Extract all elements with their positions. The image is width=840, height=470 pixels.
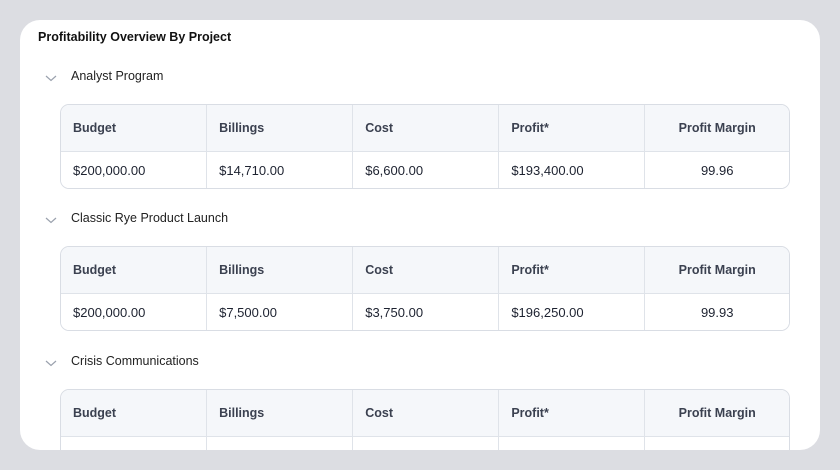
column-header-billings: Billings xyxy=(207,390,354,436)
column-header-profit: Profit* xyxy=(499,247,646,293)
project-header[interactable]: Crisis Communications xyxy=(44,351,199,371)
column-header-cost: Cost xyxy=(353,247,500,293)
project-name: Crisis Communications xyxy=(71,354,199,368)
profit-margin-cell xyxy=(645,437,789,450)
table-row: $200,000.00 $14,710.00 $6,600.00 $193,40… xyxy=(61,152,789,188)
billings-cell: $14,710.00 xyxy=(207,152,354,188)
table-header-row: Budget Billings Cost Profit* Profit Marg… xyxy=(61,390,789,437)
cost-cell: $3,750.00 xyxy=(353,294,500,330)
column-header-billings: Billings xyxy=(207,247,354,293)
project-header[interactable]: Classic Rye Product Launch xyxy=(44,208,228,228)
billings-cell xyxy=(207,437,354,450)
table-row xyxy=(61,437,789,450)
table-header-row: Budget Billings Cost Profit* Profit Marg… xyxy=(61,105,789,152)
column-header-budget: Budget xyxy=(61,105,208,151)
billings-cell: $7,500.00 xyxy=(207,294,354,330)
profit-cell xyxy=(499,437,646,450)
column-header-cost: Cost xyxy=(353,390,500,436)
cost-cell: $6,600.00 xyxy=(353,152,500,188)
column-header-profit-margin: Profit Margin xyxy=(678,406,756,420)
project-table: Budget Billings Cost Profit* Profit Marg… xyxy=(60,246,790,331)
chevron-down-icon[interactable] xyxy=(44,71,58,82)
budget-cell xyxy=(61,437,208,450)
project-table: Budget Billings Cost Profit* Profit Marg… xyxy=(60,104,790,189)
chevron-down-icon[interactable] xyxy=(44,213,58,224)
profit-cell: $196,250.00 xyxy=(499,294,646,330)
project-table: Budget Billings Cost Profit* Profit Marg… xyxy=(60,389,790,450)
column-header-profit: Profit* xyxy=(499,390,646,436)
column-header-profit-margin: Profit Margin xyxy=(678,121,756,135)
column-header-cost: Cost xyxy=(353,105,500,151)
table-header-row: Budget Billings Cost Profit* Profit Marg… xyxy=(61,247,789,294)
profitability-card: Profitability Overview By Project Analys… xyxy=(20,20,820,450)
project-header[interactable]: Analyst Program xyxy=(44,66,163,86)
column-header-billings: Billings xyxy=(207,105,354,151)
column-header-profit-margin: Profit Margin xyxy=(678,263,756,277)
profit-cell: $193,400.00 xyxy=(499,152,646,188)
column-header-budget: Budget xyxy=(61,390,208,436)
project-name: Classic Rye Product Launch xyxy=(71,211,229,225)
budget-cell: $200,000.00 xyxy=(61,294,208,330)
cost-cell xyxy=(353,437,500,450)
profit-margin-cell: 99.93 xyxy=(700,304,734,320)
column-header-budget: Budget xyxy=(61,247,208,293)
page-title: Profitability Overview By Project xyxy=(38,30,232,44)
project-name: Analyst Program xyxy=(71,69,164,83)
table-row: $200,000.00 $7,500.00 $3,750.00 $196,250… xyxy=(61,294,789,330)
chevron-down-icon[interactable] xyxy=(44,356,58,367)
column-header-profit: Profit* xyxy=(499,105,646,151)
profit-margin-cell: 99.96 xyxy=(700,162,734,178)
budget-cell: $200,000.00 xyxy=(61,152,208,188)
